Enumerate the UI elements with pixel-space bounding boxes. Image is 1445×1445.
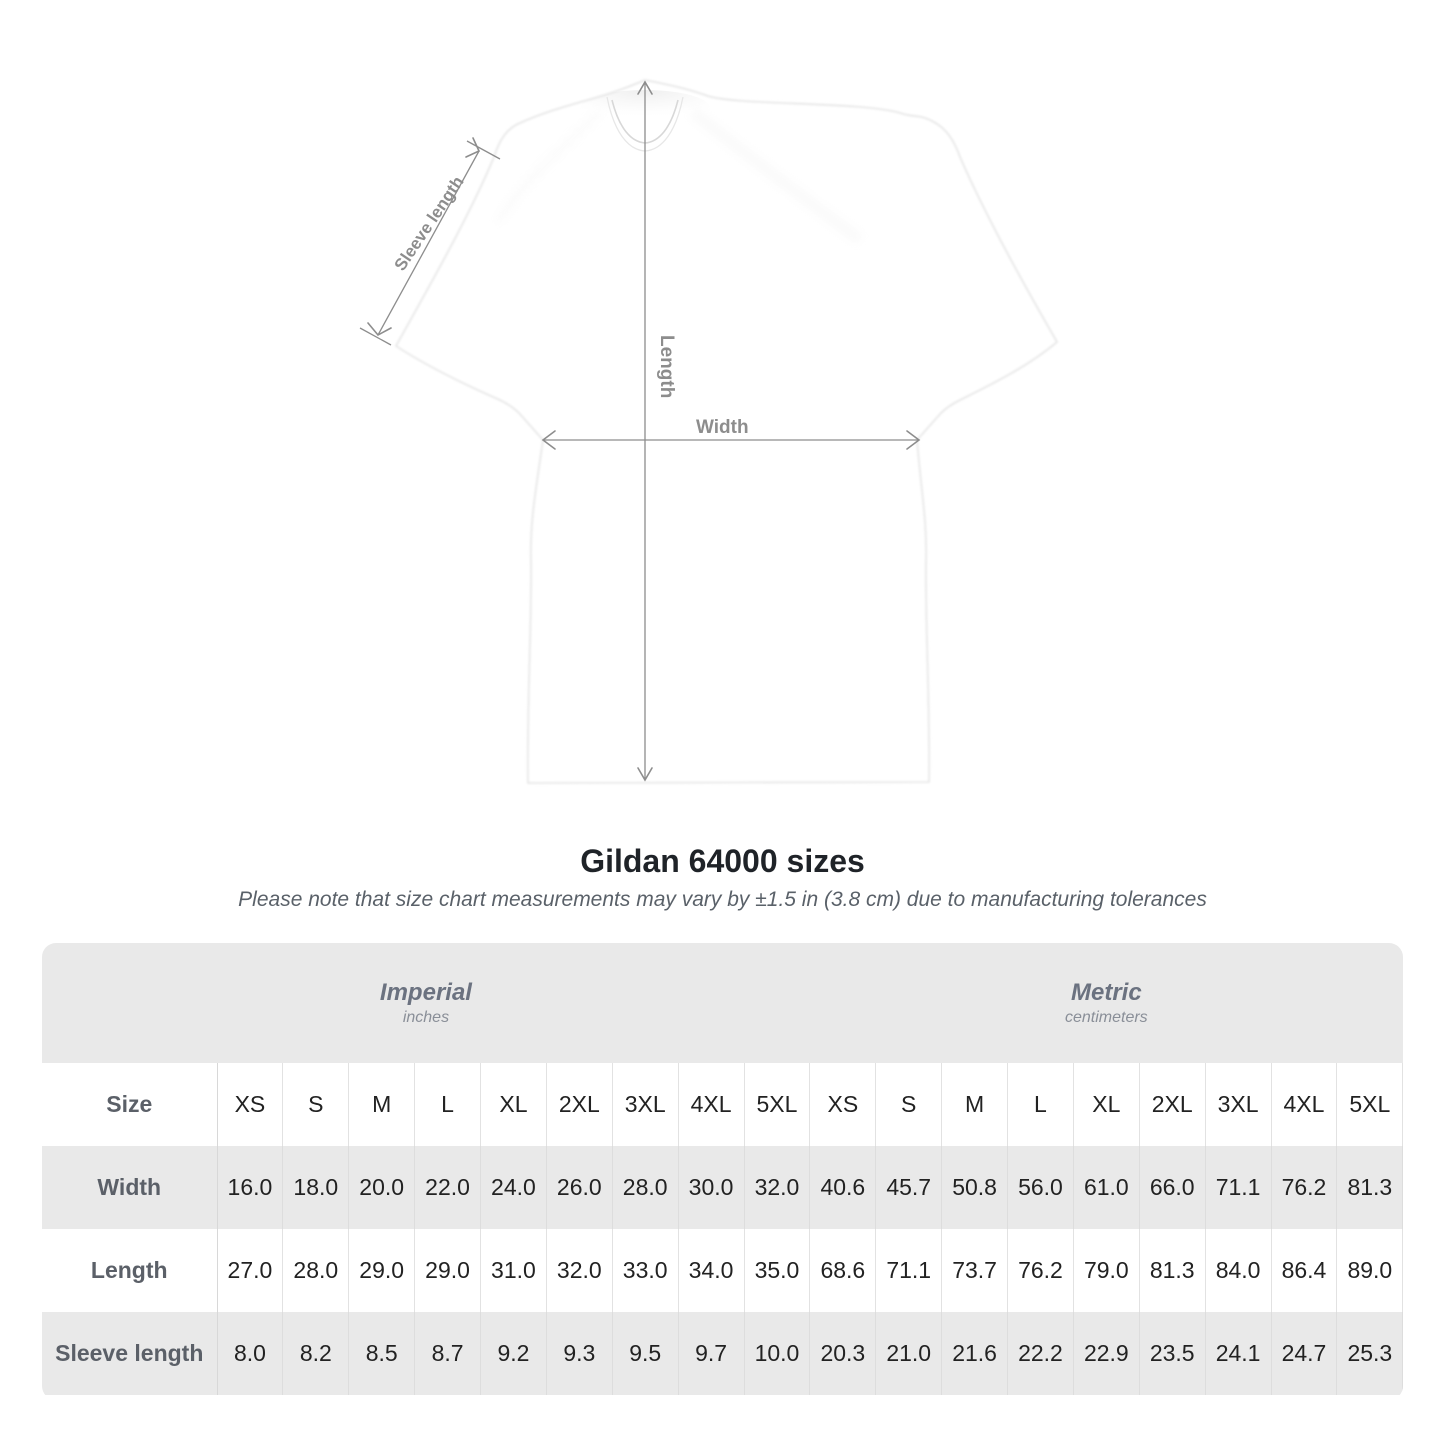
svg-text:Length: Length	[656, 335, 677, 398]
svg-text:Width: Width	[696, 417, 749, 438]
